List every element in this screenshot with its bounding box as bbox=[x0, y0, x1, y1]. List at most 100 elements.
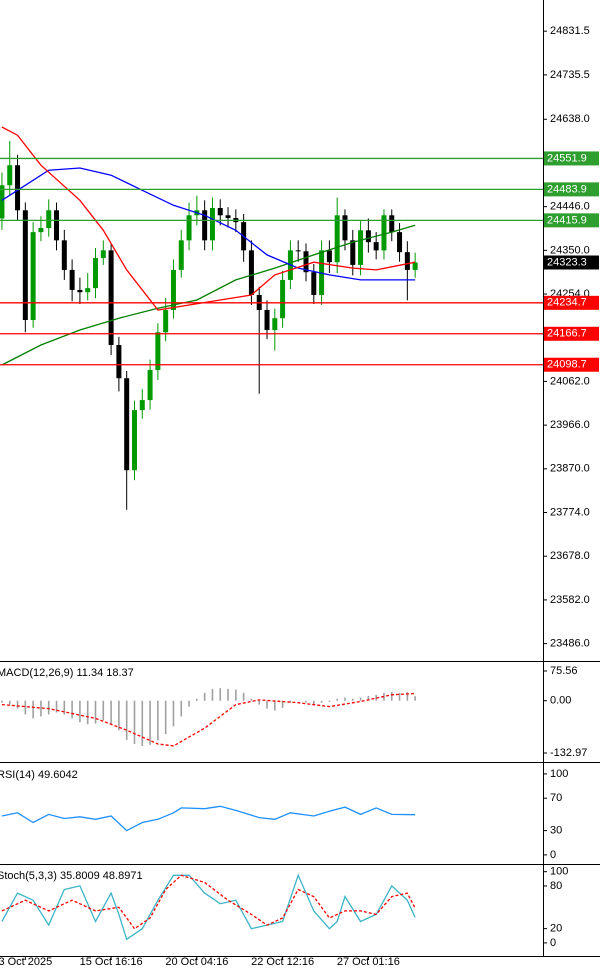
candle-body bbox=[272, 318, 278, 330]
histogram-bar bbox=[102, 700, 105, 721]
panel-title: MACD(12,26,9) 11.34 18.37 bbox=[0, 667, 134, 679]
candle-body bbox=[163, 309, 169, 333]
histogram-bar bbox=[406, 692, 409, 701]
y-tick-label: 24350.0 bbox=[550, 244, 590, 256]
candle-body bbox=[124, 378, 130, 471]
histogram-bar bbox=[312, 700, 315, 706]
y-tick-label: 100 bbox=[550, 768, 568, 780]
indicator-line bbox=[1, 805, 416, 832]
y-tick-label: 0.00 bbox=[550, 695, 571, 707]
y-tick-label: 30 bbox=[550, 825, 562, 837]
candle-body bbox=[38, 228, 44, 233]
candle-body bbox=[202, 210, 208, 241]
panel-title: Stoch(5,3,3) 35.8009 48.8971 bbox=[0, 870, 143, 882]
candle-body bbox=[264, 309, 270, 330]
level-label-bg bbox=[544, 182, 599, 197]
histogram-bar bbox=[375, 694, 377, 701]
histogram-bar bbox=[344, 697, 346, 701]
histogram-bar bbox=[390, 692, 393, 701]
y-tick-label: -132.97 bbox=[550, 747, 587, 759]
x-tick-label: 20 Oct 04:16 bbox=[165, 956, 228, 968]
level-label-bg bbox=[544, 213, 599, 228]
last-price-label: 24323.3 bbox=[547, 256, 587, 268]
x-tick-label: 15 Oct 16:16 bbox=[80, 956, 143, 968]
candle-body bbox=[311, 272, 317, 295]
candle-body bbox=[22, 210, 28, 320]
candle-body bbox=[248, 250, 254, 295]
y-tick-label: 80 bbox=[550, 880, 562, 892]
histogram-bar bbox=[266, 700, 268, 709]
histogram-bar bbox=[79, 700, 81, 723]
level-label: 24098.7 bbox=[547, 359, 587, 371]
histogram-bar bbox=[16, 700, 19, 709]
y-tick-label: 0 bbox=[550, 937, 556, 949]
level-label-bg bbox=[544, 357, 599, 372]
candle-body bbox=[334, 215, 340, 263]
candle-body bbox=[404, 252, 410, 270]
y-tick-label: 24062.0 bbox=[550, 375, 590, 387]
candle-body bbox=[100, 250, 106, 259]
y-tick-label: 24735.5 bbox=[550, 69, 590, 81]
x-tick-label: 3 Oct 2025 bbox=[0, 956, 52, 968]
histogram-bar bbox=[414, 696, 416, 701]
candle-body bbox=[389, 215, 395, 233]
histogram-bar bbox=[164, 700, 167, 735]
candle-body bbox=[108, 250, 114, 346]
candle-body bbox=[373, 242, 379, 251]
candle-body bbox=[30, 232, 36, 320]
candle-body bbox=[358, 230, 364, 265]
histogram-bar bbox=[94, 700, 97, 724]
y-tick-label: 23966.0 bbox=[550, 419, 590, 431]
indicator-line bbox=[1, 224, 416, 366]
histogram-bar bbox=[359, 697, 362, 701]
level-label: 24234.7 bbox=[547, 297, 587, 309]
panel-title: RSI(14) 49.6042 bbox=[0, 769, 78, 781]
level-label: 24483.9 bbox=[547, 183, 587, 195]
histogram-bar bbox=[398, 692, 401, 701]
y-tick-label: 75.56 bbox=[550, 665, 578, 677]
histogram-bar bbox=[110, 700, 112, 725]
histogram-bar bbox=[180, 700, 183, 717]
y-tick-label: 23774.0 bbox=[550, 506, 590, 518]
candle-body bbox=[131, 410, 137, 471]
y-tick-label: 23582.0 bbox=[550, 594, 590, 606]
y-tick-label: 23678.0 bbox=[550, 550, 590, 562]
candle-body bbox=[381, 215, 387, 251]
level-label: 24415.9 bbox=[547, 214, 587, 226]
y-tick-label: 24831.5 bbox=[550, 25, 590, 37]
histogram-bar bbox=[351, 698, 354, 701]
indicator-line bbox=[1, 873, 416, 941]
level-label-bg bbox=[544, 151, 599, 166]
y-tick-label: 70 bbox=[550, 792, 562, 804]
candle-body bbox=[7, 165, 13, 186]
histogram-bar bbox=[274, 700, 276, 711]
candle-body bbox=[326, 250, 332, 263]
y-tick-label: 23870.0 bbox=[550, 463, 590, 475]
histogram-bar bbox=[367, 695, 370, 701]
histogram-bar bbox=[118, 700, 120, 731]
level-label-bg bbox=[544, 326, 599, 341]
histogram-bar bbox=[149, 700, 151, 745]
candle-body bbox=[46, 210, 52, 229]
candle-body bbox=[139, 400, 145, 411]
candle-body bbox=[93, 258, 99, 289]
histogram-bar bbox=[63, 700, 66, 715]
y-tick-label: 24446.0 bbox=[550, 201, 590, 213]
y-tick-label: 24638.0 bbox=[550, 113, 590, 125]
histogram-bar bbox=[24, 700, 27, 715]
histogram-bar bbox=[203, 692, 206, 701]
candle-body bbox=[155, 332, 161, 371]
candle-body bbox=[303, 251, 309, 273]
candle-body bbox=[61, 240, 67, 270]
histogram-bar bbox=[219, 688, 222, 701]
level-label-bg bbox=[544, 295, 599, 310]
indicator-line bbox=[1, 167, 416, 281]
histogram-bar bbox=[320, 700, 323, 703]
histogram-bar bbox=[250, 698, 253, 701]
histogram-bar bbox=[188, 700, 190, 707]
histogram-bar bbox=[157, 700, 159, 741]
histogram-bar bbox=[71, 700, 73, 719]
histogram-bar bbox=[336, 698, 338, 701]
